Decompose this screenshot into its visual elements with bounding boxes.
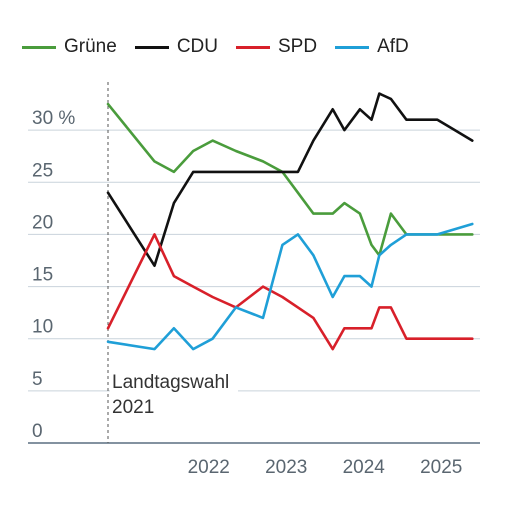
x-tick-label: 2022 xyxy=(188,457,230,478)
legend-label-gruene: Grüne xyxy=(64,36,117,57)
legend-swatch-afd xyxy=(335,45,370,49)
legend-item-spd[interactable]: SPD xyxy=(235,36,318,58)
y-tick-label: 10 xyxy=(32,317,53,338)
legend: Grüne CDU SPD AfD xyxy=(22,36,427,58)
legend-label-spd: SPD xyxy=(277,36,318,57)
y-axis-ticks: 0 5 10 15 20 25 30 % xyxy=(32,108,75,442)
legend-label-cdu: CDU xyxy=(176,36,218,57)
series-line-spd xyxy=(106,233,474,351)
y-tick-label: 20 xyxy=(32,212,53,233)
series-line-cdu xyxy=(106,92,474,268)
y-tick-label: 0 xyxy=(32,421,43,442)
series-lines xyxy=(106,92,474,351)
y-tick-label: 25 xyxy=(32,160,53,181)
x-tick-label: 2025 xyxy=(420,457,462,478)
y-tick-label: 30 % xyxy=(32,108,75,129)
legend-item-cdu[interactable]: CDU xyxy=(134,36,218,58)
annotation-background xyxy=(110,366,238,416)
grid-lines xyxy=(28,129,480,444)
series-line-grüne xyxy=(106,102,474,257)
legend-item-gruene[interactable]: Grüne xyxy=(22,36,117,58)
y-tick-label: 15 xyxy=(32,265,53,286)
x-axis-ticks: 2022 2023 2024 2025 xyxy=(188,457,463,478)
legend-swatch-cdu xyxy=(134,45,169,49)
x-tick-label: 2023 xyxy=(265,457,307,478)
series-line-afd xyxy=(106,222,474,351)
annotation-label-line2: 2021 xyxy=(112,397,154,418)
y-tick-label: 5 xyxy=(32,369,43,390)
legend-item-afd[interactable]: AfD xyxy=(335,36,409,58)
election-annotation: Landtagswahl 2021 xyxy=(107,82,238,443)
legend-swatch-gruene xyxy=(22,45,56,49)
annotation-label-line1: Landtagswahl xyxy=(112,372,229,393)
legend-swatch-spd xyxy=(235,45,270,49)
legend-label-afd: AfD xyxy=(377,36,409,57)
x-tick-label: 2024 xyxy=(343,457,386,478)
